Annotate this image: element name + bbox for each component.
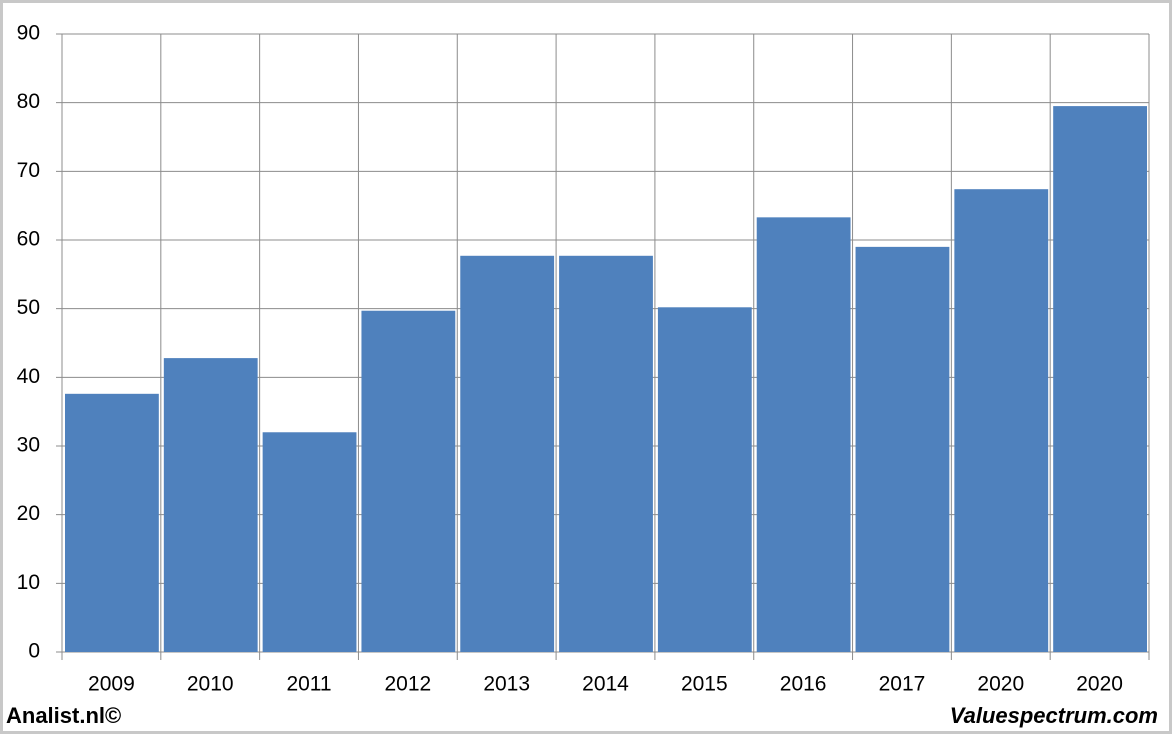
x-tick-label: 2016 [780,673,827,696]
x-tick-label: 2010 [187,673,234,696]
y-tick-label: 20 [17,502,40,525]
x-tick-label: 2012 [385,673,432,696]
y-tick-label: 60 [17,228,40,251]
y-tick-label: 30 [17,434,40,457]
y-tick-label: 90 [17,22,40,45]
x-tick-label: 2009 [88,673,135,696]
bar [262,432,357,652]
x-tick-label: 2011 [286,673,331,696]
bar [855,246,950,652]
x-tick-label: 2017 [879,673,926,696]
bar [65,393,159,652]
y-tick-label: 80 [17,90,40,113]
x-tick-label: 2020 [1076,673,1123,696]
x-tick-label: 2020 [977,673,1024,696]
bar [1053,106,1147,653]
y-tick-label: 50 [17,296,40,319]
source-right: Valuespectrum.com [950,703,1158,728]
x-tick-label: 2013 [483,673,530,696]
x-tick-label: 2015 [681,673,728,696]
bar [163,358,258,652]
bar [657,307,752,652]
source-left: Analist.nl© [6,703,121,728]
y-tick-label: 70 [17,159,40,182]
bar [559,255,653,652]
y-tick-label: 10 [17,571,40,594]
bar [756,217,851,652]
x-tick-label: 2014 [582,673,629,696]
y-tick-label: 40 [17,365,40,388]
bar [361,310,456,652]
bar [954,189,1049,653]
bar [460,255,555,652]
y-tick-label: 0 [28,640,40,663]
